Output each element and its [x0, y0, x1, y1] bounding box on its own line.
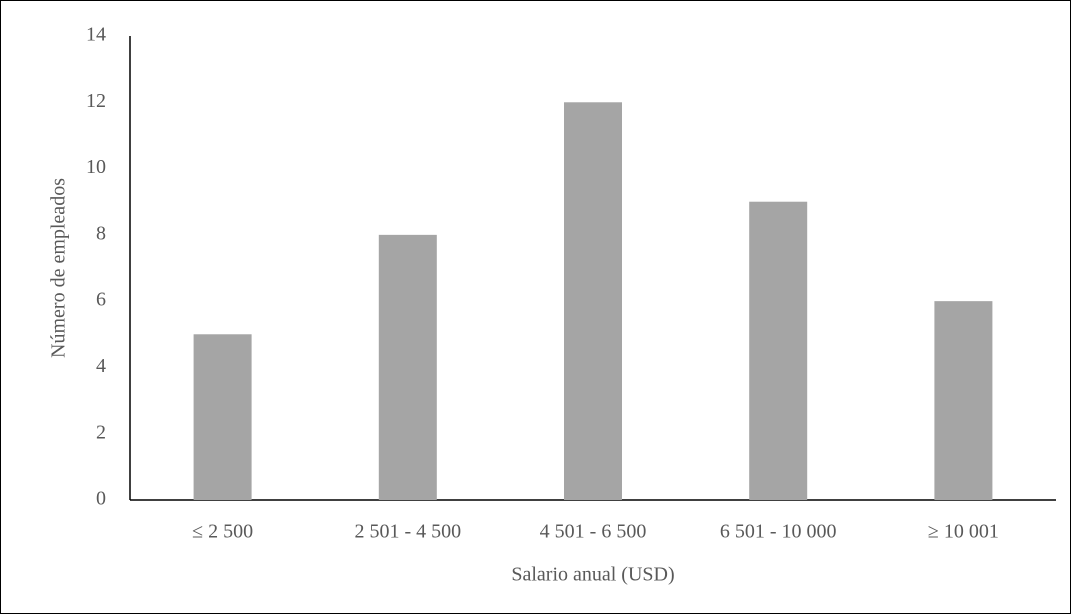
x-tick-label: 6 501 - 10 000 — [720, 521, 837, 543]
y-tick-label: 4 — [96, 355, 106, 377]
y-axis-title: Número de empleados — [48, 178, 70, 358]
x-tick-label: ≥ 10 001 — [928, 521, 999, 543]
y-tick-label: 10 — [86, 156, 106, 178]
bar — [564, 102, 622, 501]
y-tick-label: 12 — [86, 90, 106, 112]
x-tick-label: 4 501 - 6 500 — [540, 521, 647, 543]
x-tick-label: 2 501 - 4 500 — [354, 521, 461, 543]
y-tick-label: 8 — [96, 222, 106, 244]
y-tick-label: 0 — [96, 488, 106, 510]
x-tick-label: ≤ 2 500 — [192, 521, 253, 543]
x-axis-title: Salario anual (USD) — [511, 564, 674, 586]
y-tick-label: 2 — [96, 421, 106, 443]
bar — [193, 334, 252, 500]
bar — [378, 234, 437, 500]
y-tick-label: 14 — [86, 24, 106, 46]
bar — [934, 301, 993, 500]
y-tick-label: 6 — [96, 289, 106, 311]
bar — [749, 201, 808, 500]
